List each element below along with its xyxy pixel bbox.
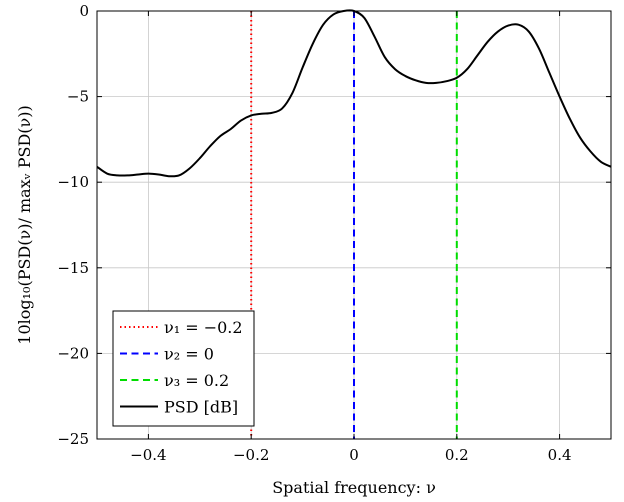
x-tick-label: 0: [349, 446, 359, 464]
x-tick-label: 0.4: [548, 446, 572, 464]
legend-label-nu3: ν₃ = 0.2: [164, 371, 229, 390]
x-tick-label: −0.2: [233, 446, 269, 464]
y-tick-label: −25: [57, 430, 89, 448]
legend-label-psd: PSD [dB]: [164, 398, 238, 417]
y-tick-label: −15: [57, 259, 89, 277]
y-axis: 0 −5 −10 −15 −20 −25: [57, 2, 611, 448]
y-tick-label: −20: [57, 344, 89, 362]
legend-label-nu1: ν₁ = −0.2: [164, 318, 243, 337]
y-tick-label: −5: [67, 88, 89, 106]
x-tick-label: −0.4: [130, 446, 166, 464]
y-tick-label: 0: [79, 2, 89, 20]
y-axis-label: 10log₁₀(PSD(ν)/ maxᵥ PSD(ν)): [15, 105, 34, 344]
x-axis-label: Spatial frequency: ν: [272, 478, 436, 497]
x-tick-label: 0.2: [445, 446, 469, 464]
y-tick-label: −10: [57, 173, 89, 191]
x-axis: −0.4 −0.2 0 0.2 0.4: [130, 11, 572, 464]
legend-label-nu2: ν₂ = 0: [164, 345, 214, 364]
legend: ν₁ = −0.2 ν₂ = 0 ν₃ = 0.2 PSD [dB]: [112, 310, 255, 427]
